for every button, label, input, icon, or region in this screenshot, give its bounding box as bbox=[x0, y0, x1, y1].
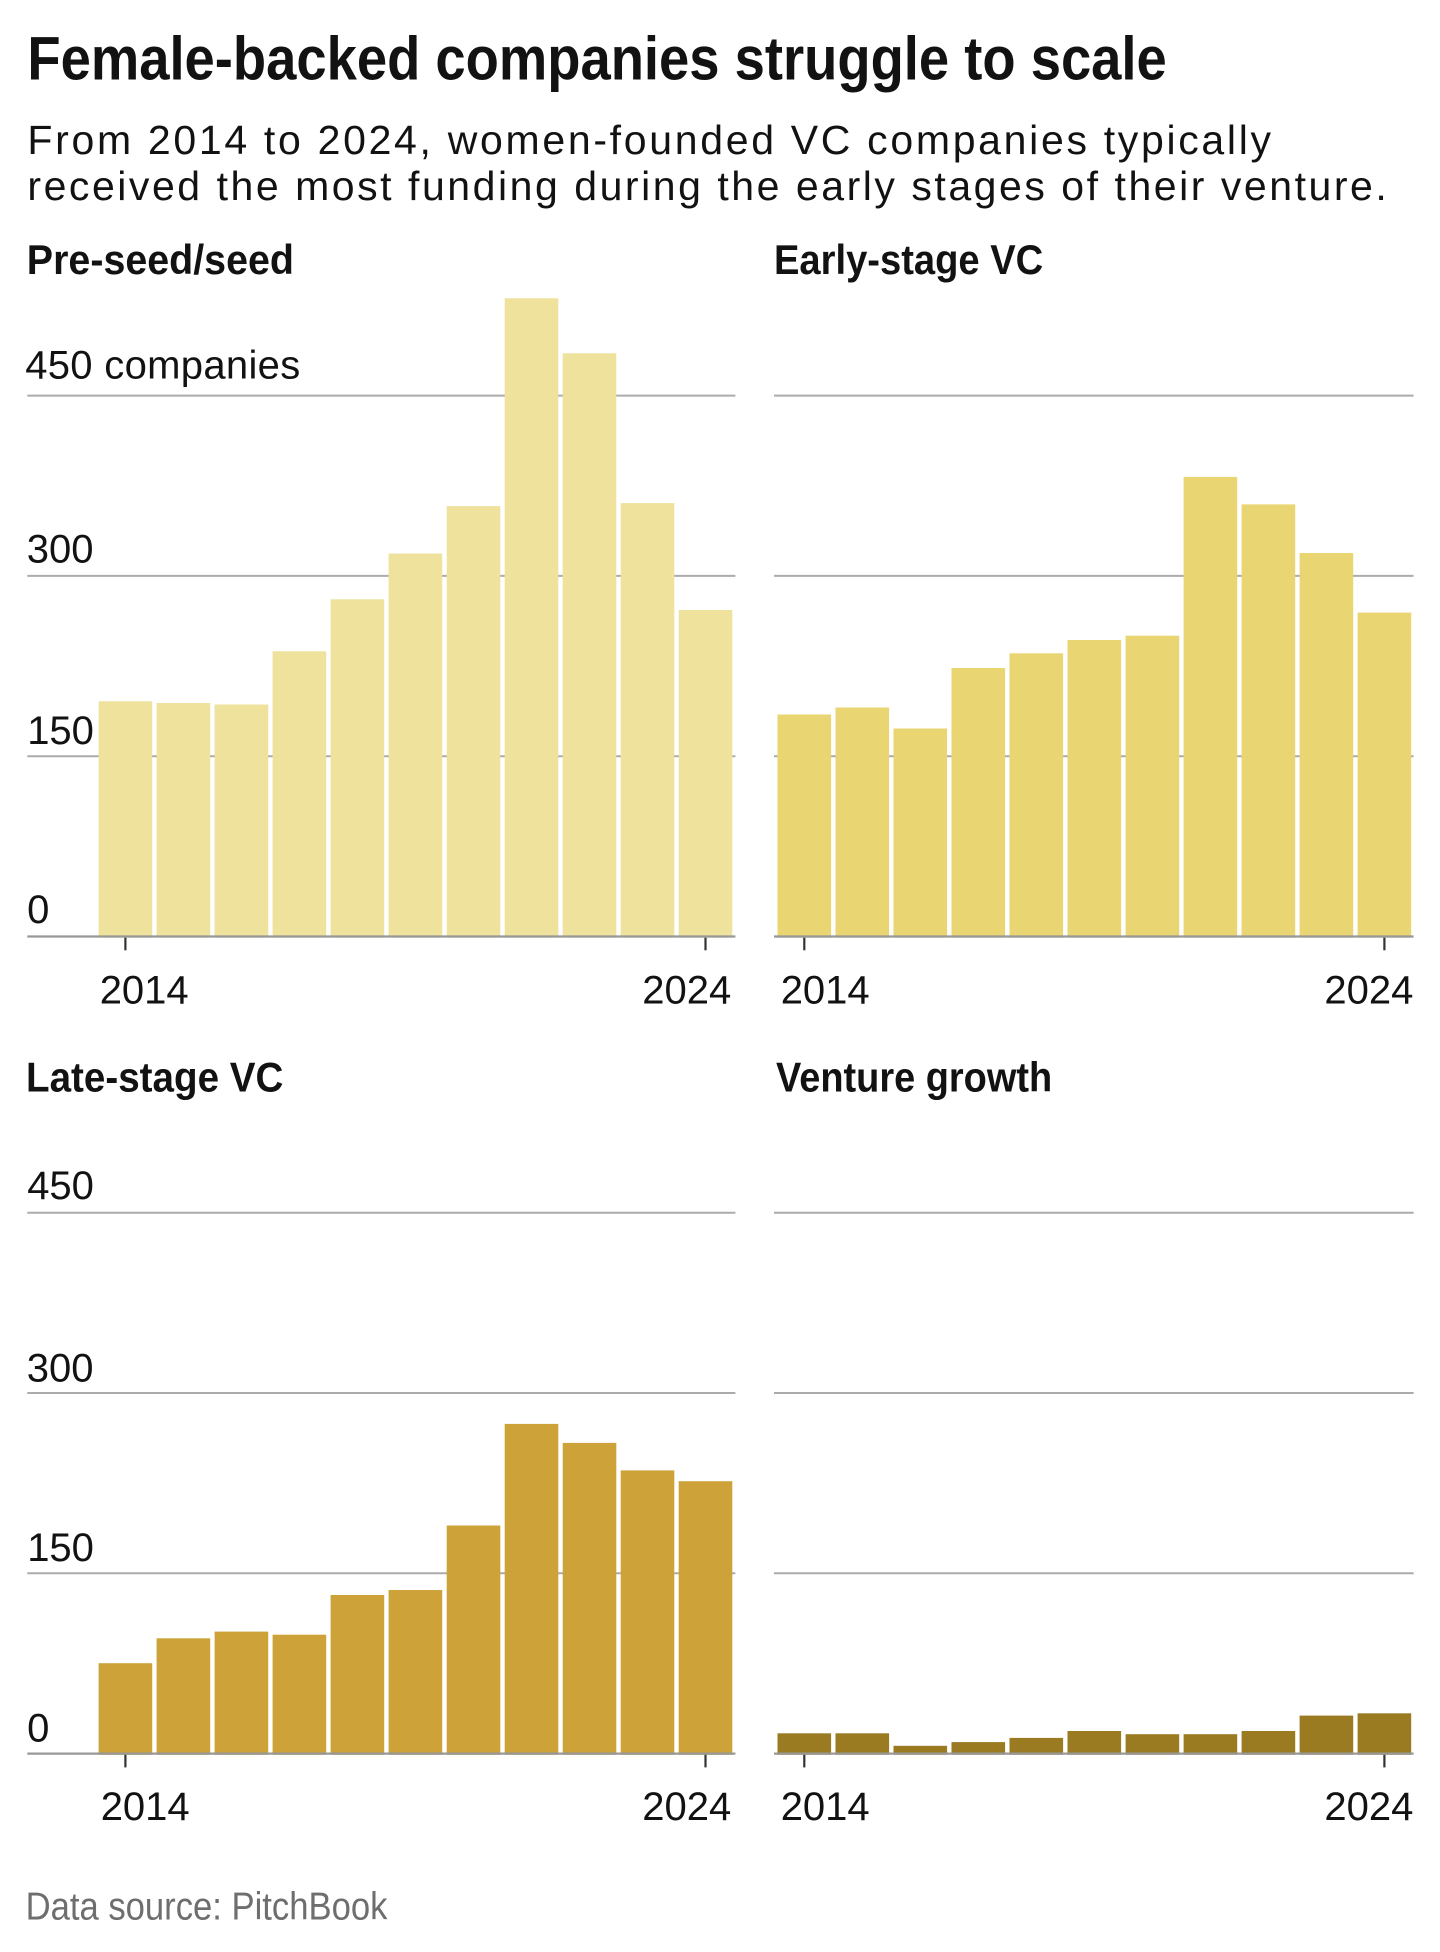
svg-text:From 2014 to 2024, women-found: From 2014 to 2024, women-founded VC comp… bbox=[27, 117, 1271, 163]
svg-text:2014: 2014 bbox=[781, 1785, 870, 1829]
svg-text:0: 0 bbox=[27, 1707, 49, 1751]
svg-text:2024: 2024 bbox=[1324, 1785, 1413, 1829]
svg-text:Venture growth: Venture growth bbox=[776, 1053, 1052, 1100]
svg-text:450 companies: 450 companies bbox=[25, 343, 300, 387]
svg-text:received the most funding duri: received the most funding during the ear… bbox=[27, 163, 1386, 209]
svg-text:2024: 2024 bbox=[1324, 968, 1413, 1012]
svg-text:2024: 2024 bbox=[642, 1785, 731, 1829]
svg-text:Pre-seed/seed: Pre-seed/seed bbox=[27, 236, 294, 283]
svg-text:150: 150 bbox=[27, 709, 94, 753]
svg-text:150: 150 bbox=[27, 1526, 94, 1570]
svg-text:300: 300 bbox=[27, 527, 94, 571]
svg-text:Female-backed companies strugg: Female-backed companies struggle to scal… bbox=[27, 25, 1166, 93]
svg-text:Data source: PitchBook: Data source: PitchBook bbox=[26, 1885, 388, 1928]
svg-text:2014: 2014 bbox=[100, 968, 189, 1012]
svg-text:2014: 2014 bbox=[781, 968, 870, 1012]
svg-text:2024: 2024 bbox=[642, 968, 731, 1012]
svg-text:Early-stage VC: Early-stage VC bbox=[774, 236, 1043, 283]
svg-text:300: 300 bbox=[27, 1346, 94, 1390]
svg-text:450: 450 bbox=[27, 1164, 94, 1208]
svg-text:2014: 2014 bbox=[101, 1785, 190, 1829]
svg-text:Late-stage VC: Late-stage VC bbox=[26, 1053, 283, 1100]
svg-text:0: 0 bbox=[27, 888, 49, 932]
